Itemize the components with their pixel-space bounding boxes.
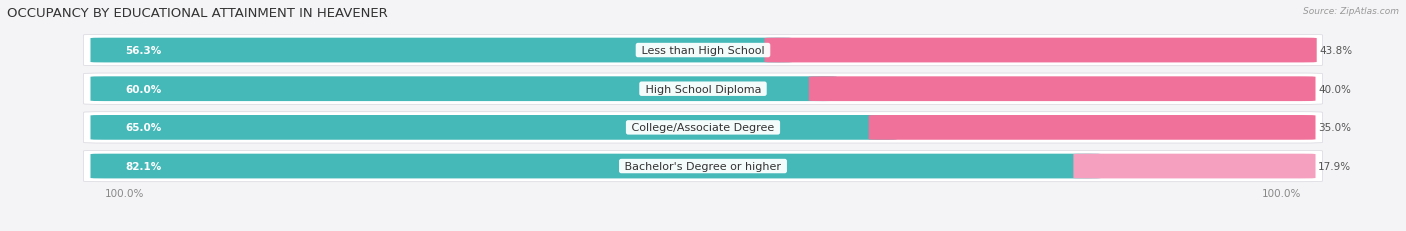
FancyBboxPatch shape — [83, 151, 1323, 182]
Text: College/Associate Degree: College/Associate Degree — [628, 123, 778, 133]
Text: Source: ZipAtlas.com: Source: ZipAtlas.com — [1303, 7, 1399, 16]
Text: 40.0%: 40.0% — [1319, 84, 1351, 94]
FancyBboxPatch shape — [765, 39, 1316, 63]
Text: 100.0%: 100.0% — [1263, 189, 1302, 199]
FancyBboxPatch shape — [83, 112, 1323, 143]
Text: 35.0%: 35.0% — [1319, 123, 1351, 133]
FancyBboxPatch shape — [90, 116, 897, 140]
Text: High School Diploma: High School Diploma — [641, 84, 765, 94]
Text: 17.9%: 17.9% — [1319, 161, 1351, 171]
Text: 43.8%: 43.8% — [1319, 46, 1353, 56]
FancyBboxPatch shape — [808, 77, 1316, 102]
Text: 56.3%: 56.3% — [125, 46, 162, 56]
Text: 82.1%: 82.1% — [125, 161, 162, 171]
Text: 65.0%: 65.0% — [125, 123, 162, 133]
FancyBboxPatch shape — [83, 35, 1323, 67]
FancyBboxPatch shape — [90, 154, 1101, 179]
FancyBboxPatch shape — [83, 74, 1323, 105]
Text: Bachelor's Degree or higher: Bachelor's Degree or higher — [621, 161, 785, 171]
FancyBboxPatch shape — [1073, 154, 1316, 179]
Text: 100.0%: 100.0% — [104, 189, 143, 199]
FancyBboxPatch shape — [90, 39, 793, 63]
FancyBboxPatch shape — [90, 77, 837, 102]
Text: Less than High School: Less than High School — [638, 46, 768, 56]
Text: OCCUPANCY BY EDUCATIONAL ATTAINMENT IN HEAVENER: OCCUPANCY BY EDUCATIONAL ATTAINMENT IN H… — [7, 7, 388, 20]
Text: 60.0%: 60.0% — [125, 84, 162, 94]
FancyBboxPatch shape — [869, 116, 1316, 140]
